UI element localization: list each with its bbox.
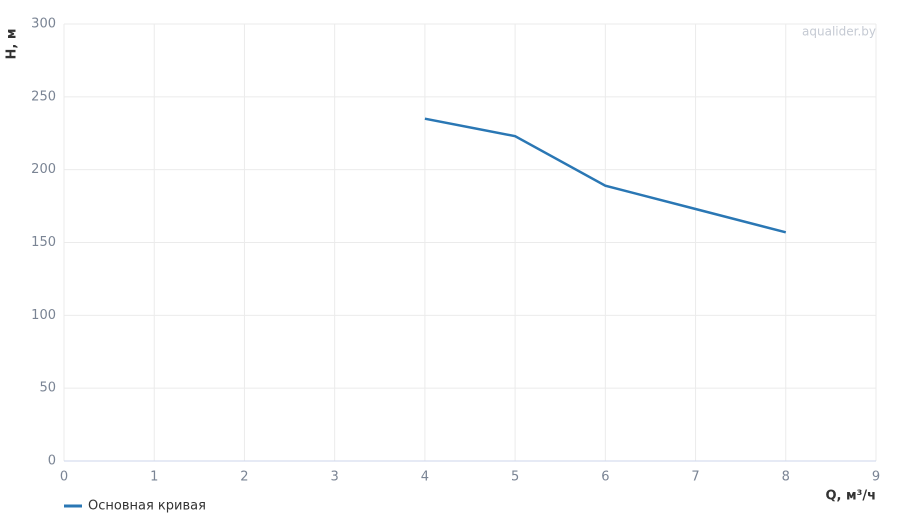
- x-tick-label: 1: [150, 470, 158, 485]
- x-axis-title: Q, м³/ч: [825, 489, 876, 504]
- y-tick-label: 300: [31, 17, 56, 32]
- y-tick-label: 0: [48, 454, 56, 469]
- watermark: aqualider.by: [802, 25, 876, 39]
- line: [424, 117, 787, 234]
- y-tick-label: 250: [31, 89, 56, 104]
- x-tick-label: 6: [601, 470, 609, 485]
- y-axis-title: H, м: [5, 29, 20, 60]
- x-tick-label: 8: [782, 470, 790, 485]
- y-tick-label: 200: [31, 162, 56, 177]
- legend-label: Основная кривая: [88, 499, 206, 514]
- x-tick-label: 3: [331, 470, 339, 485]
- x-tick-label: 0: [60, 470, 68, 485]
- x-tick-label: 2: [240, 470, 248, 485]
- y-tick-label: 50: [39, 381, 56, 396]
- x-tick-label: 9: [872, 470, 880, 485]
- y-tick-label: 100: [31, 308, 56, 323]
- x-tick-label: 7: [691, 470, 699, 485]
- y-tick-label: 150: [31, 235, 56, 250]
- x-tick-label: 4: [421, 470, 429, 485]
- x-tick-label: 5: [511, 470, 519, 485]
